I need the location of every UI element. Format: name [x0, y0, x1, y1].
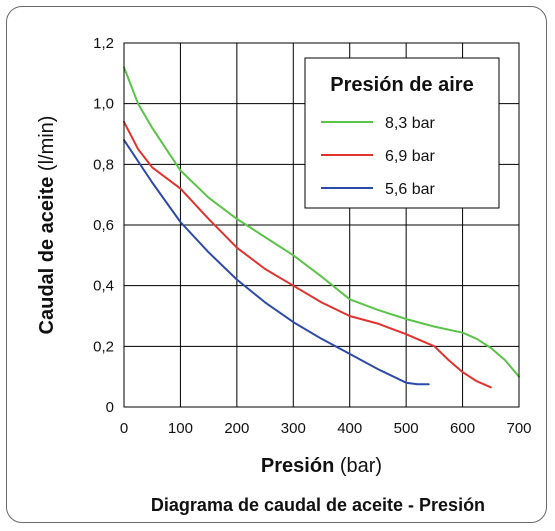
- y-tick-label: 0: [106, 399, 114, 416]
- y-tick-labels: 0 0,2 0,4 0,6 0,8 1,0 1,2: [93, 35, 114, 416]
- legend-label-2: 6,9 bar: [385, 148, 435, 165]
- y-tick-label: 1,0: [93, 96, 114, 113]
- x-tick-label: 400: [337, 420, 362, 437]
- legend-box: [304, 57, 500, 209]
- y-axis-title: Caudal de aceite (l/min): [36, 116, 58, 335]
- y-axis-title-unit: (l/min): [36, 116, 58, 177]
- series-line-2: [123, 120, 492, 389]
- y-tick-label: 1,2: [93, 35, 114, 52]
- x-axis-title-bold: Presión: [261, 455, 334, 477]
- curves: [123, 66, 520, 389]
- x-tick-label: 0: [120, 420, 128, 437]
- y-tick-label: 0,2: [93, 338, 114, 355]
- x-tick-label: 300: [281, 420, 306, 437]
- x-tick-label: 100: [168, 420, 193, 437]
- y-tick-label: 0,4: [93, 278, 114, 295]
- legend-title: Presión de aire: [330, 74, 473, 96]
- legend-label-1: 8,3 bar: [385, 115, 435, 132]
- x-tick-labels: 0 100 200 300 400 500 600 700: [120, 420, 532, 437]
- x-tick-label: 200: [224, 420, 249, 437]
- x-tick-label: 600: [450, 420, 475, 437]
- x-tick-label: 700: [506, 420, 531, 437]
- y-axis-title-bold: Caudal de aceite: [36, 177, 58, 335]
- legend-items: 8,3 bar 6,9 bar 5,6 bar: [321, 115, 435, 198]
- series-line-3: [123, 139, 430, 386]
- x-tick-label: 500: [394, 420, 419, 437]
- x-axis-title-unit: (bar): [334, 455, 382, 477]
- x-axis-title: Presión (bar): [261, 455, 382, 477]
- chart-caption: Diagrama de caudal de aceite - Presión: [151, 495, 485, 515]
- legend-label-3: 5,6 bar: [385, 181, 435, 198]
- y-tick-label: 0,8: [93, 156, 114, 173]
- series-line-1: [123, 66, 520, 378]
- y-tick-label: 0,6: [93, 217, 114, 234]
- legend: Presión de aire 8,3 bar 6,9 bar 5,6 bar: [304, 57, 500, 209]
- plot-border: [123, 42, 520, 408]
